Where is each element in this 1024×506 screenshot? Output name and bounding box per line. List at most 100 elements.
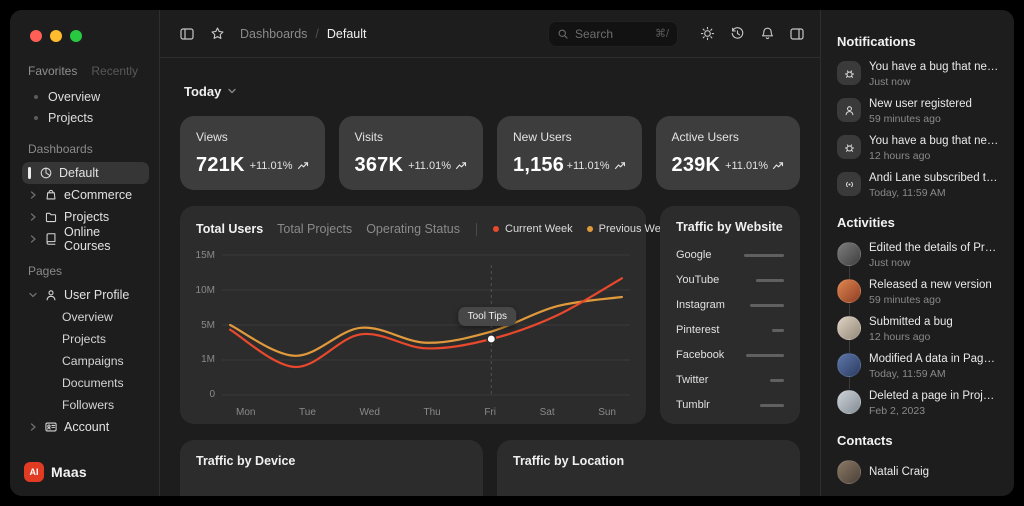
sidebar-item-default[interactable]: Default (22, 162, 149, 184)
site-label: Twitter (676, 374, 709, 386)
window-minimize-button[interactable] (50, 30, 62, 42)
sidebar-item-user-profile[interactable]: User Profile (22, 284, 149, 306)
bug-icon (837, 61, 861, 85)
tab-total-users[interactable]: Total Users (196, 222, 264, 236)
site-row[interactable]: Tumblr (676, 398, 784, 412)
period-label: Today (184, 83, 222, 99)
bullet-icon (34, 115, 38, 120)
window-close-button[interactable] (30, 30, 42, 42)
stat-delta-value: +11.01% (725, 159, 768, 172)
stat-label: Views (196, 130, 228, 144)
activity-item[interactable]: Edited the details of Project X Just now (837, 242, 1000, 269)
sidebar-item-label: Overview (48, 89, 101, 104)
period-selector[interactable]: Today (180, 82, 800, 100)
chevron-right-icon (28, 212, 38, 222)
site-row[interactable]: Facebook (676, 348, 784, 362)
bottom-cards-row: Traffic by Device Traffic by Location (180, 440, 800, 496)
bullet-icon (34, 94, 38, 99)
x-tick: Tue (299, 407, 316, 418)
site-row[interactable]: Instagram (676, 298, 784, 312)
trend-up-icon (772, 161, 784, 169)
user-icon (837, 98, 861, 122)
breadcrumb-section[interactable]: Dashboards (240, 26, 308, 41)
sidebar-subitem-documents[interactable]: Documents (22, 372, 149, 394)
site-row[interactable]: Pinterest (676, 323, 784, 337)
chart-header: Total Users Total Projects Operating Sta… (196, 220, 672, 238)
active-indicator (28, 167, 31, 179)
history-icon[interactable] (728, 25, 746, 43)
stat-card-views[interactable]: Views 721K +11.01% (180, 116, 325, 190)
sidebar-item-overview[interactable]: Overview (22, 86, 149, 107)
activity-item[interactable]: Submitted a bug 12 hours ago (837, 316, 1000, 343)
sidebar-item-projects[interactable]: Projects (22, 107, 149, 128)
activity-item[interactable]: Released a new version 59 minutes ago (837, 279, 1000, 306)
logo-name: Maas (51, 464, 87, 480)
stat-card-visits[interactable]: Visits 367K +11.01% (338, 116, 483, 190)
sidebar-item-ecommerce[interactable]: eCommerce (22, 184, 149, 206)
site-bar (760, 403, 784, 407)
avatar (837, 353, 861, 377)
notifications-bell-icon[interactable] (758, 25, 776, 43)
tab-total-projects[interactable]: Total Projects (277, 222, 353, 236)
right-panel-toggle-icon[interactable] (788, 25, 806, 43)
bug-icon (837, 135, 861, 159)
chart-plot-area[interactable]: Tool Tips (222, 250, 630, 400)
notification-time: Just now (869, 76, 911, 88)
shopping-bag-icon (44, 188, 58, 202)
y-tick: 0 (209, 389, 215, 400)
stat-value: 239K (671, 154, 721, 176)
traffic-by-device-card: Traffic by Device (180, 440, 483, 496)
notification-item[interactable]: You have a bug that needs t... Just now (837, 61, 1000, 88)
notification-time: Today, 11:59 AM (869, 187, 946, 199)
tab-recently[interactable]: Recently (91, 64, 139, 78)
tab-operating-status[interactable]: Operating Status (366, 222, 460, 236)
app-logo: AI Maas (24, 462, 87, 482)
sidebar-subitem-followers[interactable]: Followers (22, 394, 149, 416)
search-box[interactable]: ⌘/ (548, 20, 678, 47)
sidebar-toggle-icon[interactable] (178, 25, 196, 43)
activity-item[interactable]: Modified A data in Page X Today, 11:59 A… (837, 353, 1000, 380)
card-title: Traffic by Location (513, 454, 625, 468)
sidebar-section-pages: Pages (28, 264, 63, 278)
stat-card-active-users[interactable]: Active Users 239K +11.01% (655, 116, 800, 190)
stat-delta-value: +11.01% (408, 159, 451, 172)
chart-tooltip: Tool Tips (458, 307, 517, 326)
site-row[interactable]: Twitter (676, 373, 784, 387)
window-zoom-button[interactable] (70, 30, 82, 42)
charts-row: Total Users Total Projects Operating Sta… (180, 206, 800, 424)
legend-dot-icon (586, 226, 593, 232)
logo-badge-icon: AI (24, 462, 44, 482)
site-row[interactable]: YouTube (676, 273, 784, 287)
traffic-by-website-card: Traffic by Website Google YouTube Instag… (660, 206, 800, 424)
sidebar-item-account[interactable]: Account (22, 416, 149, 438)
sidebar-subitem-overview[interactable]: Overview (22, 306, 149, 328)
search-input[interactable] (575, 26, 649, 41)
notification-item[interactable]: New user registered 59 minutes ago (837, 98, 1000, 125)
theme-toggle-icon[interactable] (698, 25, 716, 43)
sidebar-item-online-courses[interactable]: Online Courses (22, 225, 149, 253)
site-row[interactable]: Google (676, 248, 784, 262)
notification-item[interactable]: Andi Lane subscribed to you Today, 11:59… (837, 172, 1000, 199)
tab-favorites[interactable]: Favorites (28, 64, 78, 78)
x-tick: Sun (598, 407, 616, 418)
site-bar (756, 278, 784, 282)
favorite-star-icon[interactable] (208, 25, 226, 43)
sidebar-subitem-projects[interactable]: Projects (22, 328, 149, 350)
site-bar (770, 378, 784, 382)
sidebar-subitem-campaigns[interactable]: Campaigns (22, 350, 149, 372)
breadcrumb: Dashboards / Default (240, 27, 367, 41)
sidebar-item-dash-projects[interactable]: Projects (22, 206, 149, 228)
sidebar-item-label: Documents (62, 376, 124, 390)
legend-label: Current Week (505, 223, 573, 235)
notification-item[interactable]: You have a bug that needs t... 12 hours … (837, 135, 1000, 162)
trend-up-icon (297, 161, 308, 169)
window-controls (22, 26, 149, 42)
stat-card-new-users[interactable]: New Users 1,156 +11.01% (497, 116, 642, 190)
broadcast-icon (837, 172, 861, 196)
pie-chart-icon (39, 166, 53, 180)
stat-value: 721K (196, 154, 245, 176)
contact-item[interactable]: Natali Craig (837, 460, 1000, 484)
trend-up-icon (455, 161, 467, 169)
dashboard-content: Today Views 721K +11.01% Visits (160, 58, 820, 496)
activity-item[interactable]: Deleted a page in Project X Feb 2, 2023 (837, 390, 1000, 417)
